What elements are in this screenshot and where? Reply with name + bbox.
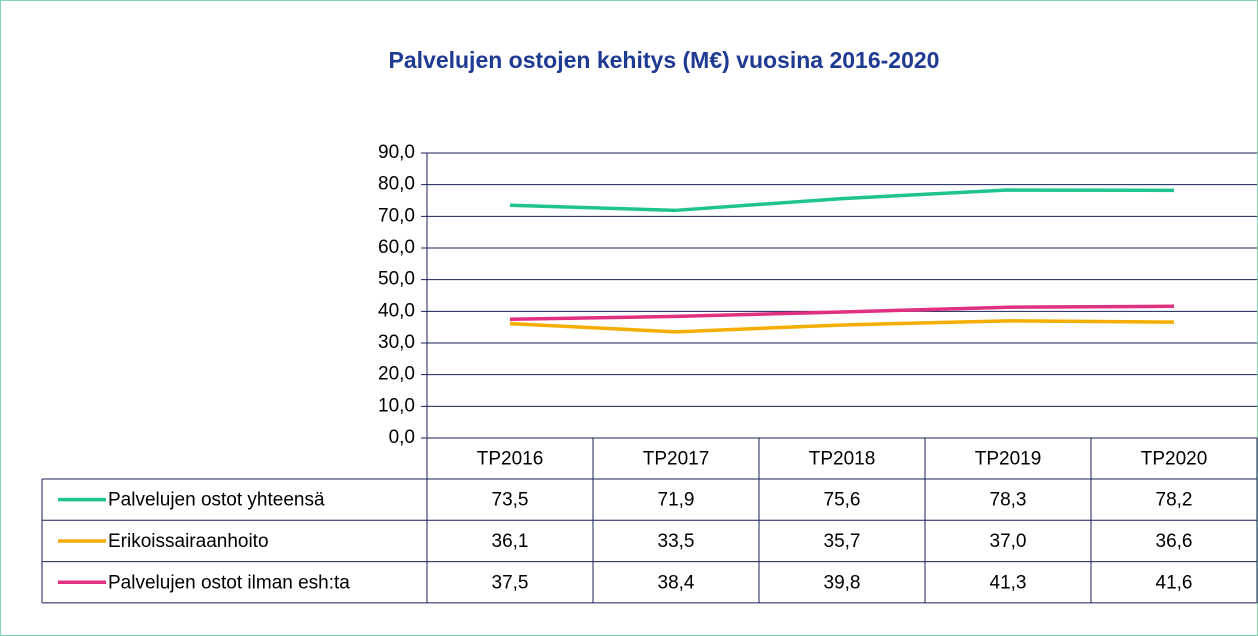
table-value: 78,2 xyxy=(1156,490,1193,511)
legend-label: Palvelujen ostot ilman esh:ta xyxy=(108,572,350,593)
table-value: 39,8 xyxy=(824,572,861,593)
table-value: 41,3 xyxy=(990,572,1027,593)
chart-title: Palvelujen ostojen kehitys (M€) vuosina … xyxy=(389,47,940,73)
table-value: 36,1 xyxy=(492,531,529,552)
y-tick-label: 80,0 xyxy=(378,174,415,195)
y-tick-label: 20,0 xyxy=(378,364,415,385)
table-value: 71,9 xyxy=(658,490,695,511)
x-tick-label: TP2019 xyxy=(975,449,1042,470)
y-tick-label: 60,0 xyxy=(378,237,415,258)
table-value: 33,5 xyxy=(658,531,695,552)
table-value: 41,6 xyxy=(1156,572,1193,593)
y-tick-label: 90,0 xyxy=(378,142,415,163)
table-value: 78,3 xyxy=(990,490,1027,511)
x-tick-label: TP2017 xyxy=(643,449,710,470)
y-tick-label: 50,0 xyxy=(378,269,415,290)
table-value: 35,7 xyxy=(824,531,861,552)
legend-label: Palvelujen ostot yhteensä xyxy=(108,490,325,511)
y-tick-label: 0,0 xyxy=(389,427,415,448)
y-tick-label: 40,0 xyxy=(378,300,415,321)
series-line xyxy=(509,319,1175,334)
table-value: 73,5 xyxy=(492,490,529,511)
series-line xyxy=(509,304,1175,321)
x-tick-label: TP2020 xyxy=(1141,449,1208,470)
y-tick-label: 10,0 xyxy=(378,395,415,416)
x-tick-label: TP2018 xyxy=(809,449,876,470)
series-line xyxy=(509,188,1175,213)
x-tick-label: TP2016 xyxy=(477,449,544,470)
table-value: 37,5 xyxy=(492,572,529,593)
table-value: 37,0 xyxy=(990,531,1027,552)
y-tick-label: 30,0 xyxy=(378,332,415,353)
table-value: 36,6 xyxy=(1156,531,1193,552)
table-value: 75,6 xyxy=(824,490,861,511)
legend-label: Erikoissairaanhoito xyxy=(108,531,269,552)
table-value: 38,4 xyxy=(658,572,695,593)
y-tick-label: 70,0 xyxy=(378,205,415,226)
